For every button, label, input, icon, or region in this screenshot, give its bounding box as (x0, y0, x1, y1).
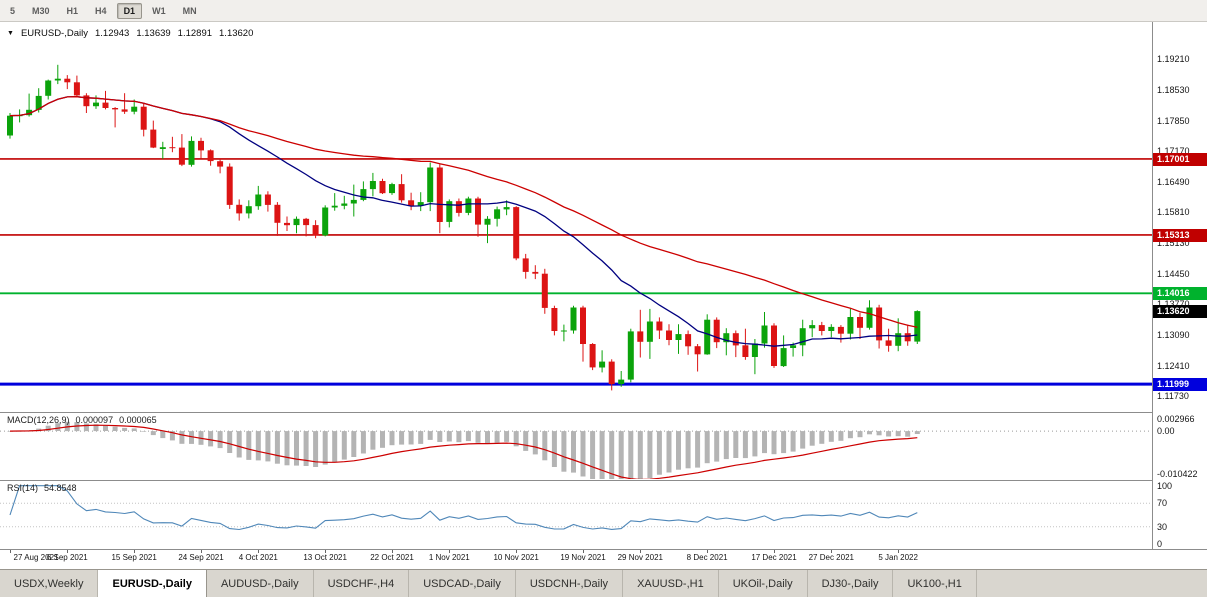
date-axis-label: 10 Nov 2021 (493, 553, 539, 562)
rsi-axis-tick: 0 (1157, 539, 1163, 549)
timeframe-toolbar: 5 M30 H1 H4 D1 W1 MN (0, 0, 1207, 22)
rsi-axis-tick: 100 (1157, 481, 1173, 491)
price-axis-tick: 1.19210 (1157, 54, 1190, 64)
rsi-value: 54.8548 (44, 483, 77, 493)
panel-separator[interactable] (0, 412, 1207, 413)
price-axis-tick: 1.17850 (1157, 116, 1190, 126)
rsi-axis-tick: 70 (1157, 498, 1168, 508)
chart-title-overlay: ▼ EURUSD-,Daily 1.12943 1.13639 1.12891 … (7, 28, 253, 39)
price-level-marker: 1.15313 (1153, 229, 1207, 242)
rsi-canvas[interactable] (0, 481, 1152, 549)
panel-separator[interactable] (0, 480, 1207, 481)
price-axis-tick: 1.15130 (1157, 238, 1190, 248)
ohlc-low: 1.12891 (177, 28, 213, 39)
date-axis-tick (134, 550, 135, 553)
rsi-name: RSI(14) (7, 483, 39, 493)
ohlc-high: 1.13639 (136, 28, 171, 39)
macd-name: MACD(12,26,9) (7, 415, 70, 425)
timeframe-button-w1[interactable]: W1 (152, 5, 166, 16)
date-axis-tick (898, 550, 899, 553)
macd-axis-zero: 0.00 (1157, 426, 1175, 436)
tab-dj30-daily[interactable]: DJ30-,Daily (808, 570, 894, 597)
timeframe-button-h4[interactable]: H4 (95, 5, 107, 16)
date-axis-tick (774, 550, 775, 553)
macd-signal-value: 0.000065 (119, 415, 157, 425)
price-level-marker: 1.14016 (1153, 287, 1207, 300)
date-axis-tick (640, 550, 641, 553)
current-price-marker: 1.13620 (1153, 305, 1207, 318)
tab-ukoil-daily[interactable]: UKOil-,Daily (719, 570, 808, 597)
timeframe-button-h1[interactable]: H1 (66, 5, 79, 16)
date-axis-tick (325, 550, 326, 553)
time-scale[interactable] (0, 550, 1207, 569)
date-axis-label: 24 Sep 2021 (178, 553, 224, 562)
date-axis-label: 8 Dec 2021 (686, 553, 728, 562)
date-axis-label: 1 Nov 2021 (428, 553, 470, 562)
date-axis-tick (10, 550, 11, 553)
date-axis-label: 19 Nov 2021 (560, 553, 606, 562)
price-level-marker: 1.17001 (1153, 153, 1207, 166)
tab-usdchf-h4[interactable]: USDCHF-,H4 (314, 570, 410, 597)
date-axis-tick (67, 550, 68, 553)
timeframe-button-5[interactable]: 5 (10, 5, 16, 16)
date-axis-label: 5 Jan 2022 (878, 553, 918, 562)
tab-eurusd-daily[interactable]: EURUSD-,Daily (98, 570, 207, 597)
tab-xauusd-h1[interactable]: XAUUSD-,H1 (623, 570, 719, 597)
ohlc-open: 1.12943 (94, 28, 130, 39)
tab-usdcad-daily[interactable]: USDCAD-,Daily (409, 570, 516, 597)
date-axis-label: 4 Oct 2021 (238, 553, 278, 562)
date-axis-label: 27 Aug 2021 (13, 553, 59, 562)
price-axis-tick: 1.18530 (1157, 85, 1190, 95)
date-axis-tick (201, 550, 202, 553)
price-axis-tick: 1.16490 (1157, 177, 1190, 187)
price-axis-tick: 1.13770 (1157, 299, 1190, 309)
date-axis-label: 27 Dec 2021 (808, 553, 854, 562)
rsi-label: RSI(14) 54.8548 (7, 483, 77, 493)
date-axis-tick (258, 550, 259, 553)
tab-usdx-weekly[interactable]: USDX,Weekly (0, 570, 99, 597)
date-axis-tick (831, 550, 832, 553)
ohlc-close: 1.13620 (219, 28, 254, 39)
tab-usdcnh-daily[interactable]: USDCNH-,Daily (516, 570, 624, 597)
date-axis-label: 17 Dec 2021 (751, 553, 797, 562)
date-axis-tick (449, 550, 450, 553)
price-axis-tick: 1.15810 (1157, 207, 1190, 217)
macd-label: MACD(12,26,9) 0.000097 0.000065 (7, 415, 157, 425)
panel-separator (0, 549, 1207, 550)
date-axis-label: 15 Sep 2021 (111, 553, 157, 562)
macd-canvas[interactable] (0, 413, 1152, 479)
macd-axis-max: 0.002966 (1157, 414, 1195, 424)
date-axis-label: 6 Sep 2021 (46, 553, 88, 562)
date-axis-label: 22 Oct 2021 (370, 553, 414, 562)
tab-audusd-daily[interactable]: AUDUSD-,Daily (207, 570, 314, 597)
timeframe-button-d1[interactable]: D1 (116, 2, 143, 19)
date-axis-tick (707, 550, 708, 553)
price-level-marker: 1.11999 (1153, 378, 1207, 391)
price-axis-tick: 1.14450 (1157, 269, 1190, 279)
price-scale[interactable] (1152, 22, 1207, 549)
date-axis-tick (392, 550, 393, 553)
timeframe-button-mn[interactable]: MN (182, 5, 197, 16)
price-axis-tick: 1.17170 (1157, 146, 1190, 156)
chart-symbol-label: EURUSD-,Daily (20, 28, 88, 39)
date-axis-tick (516, 550, 517, 553)
timeframe-button-m30[interactable]: M30 (32, 5, 50, 16)
price-axis-tick: 1.11730 (1157, 391, 1189, 401)
date-axis-tick (583, 550, 584, 553)
chart-tab-bar: USDX,Weekly EURUSD-,Daily AUDUSD-,Daily USD… (0, 569, 1207, 597)
macd-axis-min: -0.010422 (1157, 469, 1198, 479)
date-axis-label: 29 Nov 2021 (617, 553, 663, 562)
main-chart-canvas[interactable] (0, 22, 1152, 412)
tab-uk100-h1[interactable]: UK100-,H1 (893, 570, 977, 597)
rsi-axis-tick: 30 (1157, 522, 1168, 532)
symbol-menu-icon[interactable]: ▼ (7, 30, 14, 37)
price-axis-tick: 1.12410 (1157, 361, 1190, 371)
date-axis-label: 13 Oct 2021 (303, 553, 347, 562)
price-axis-tick: 1.13090 (1157, 330, 1190, 340)
macd-main-value: 0.000097 (75, 415, 114, 425)
